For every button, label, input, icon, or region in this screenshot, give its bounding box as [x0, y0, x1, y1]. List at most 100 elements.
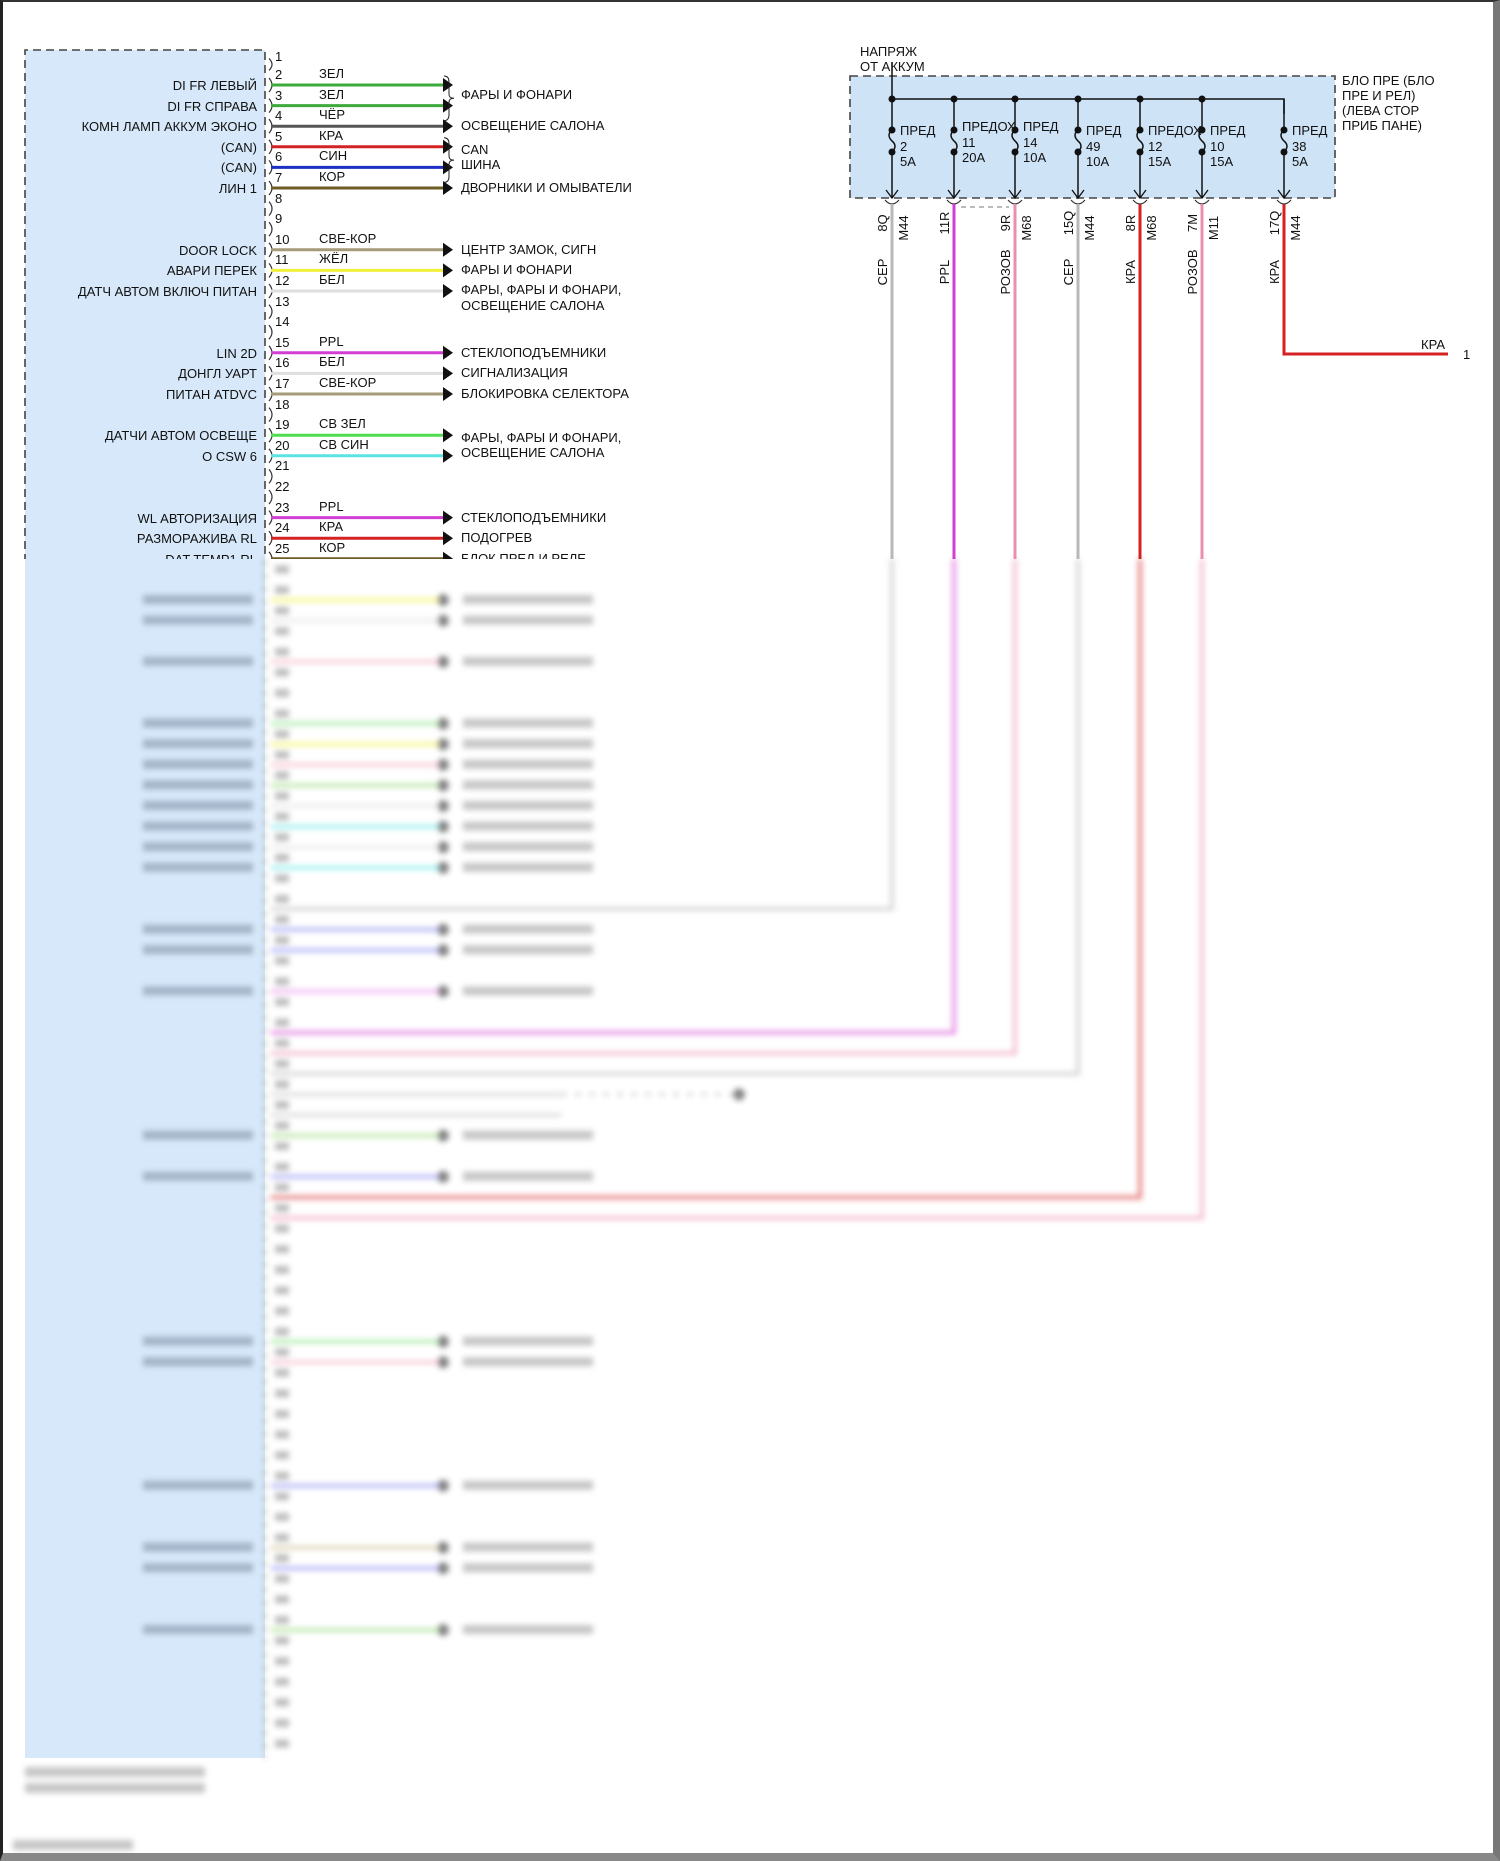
arrow-icon — [443, 284, 453, 298]
wire-color-label: РОЗОВ — [1185, 249, 1200, 295]
signal-label: ДАТЧИ АВТОМ ОСВЕЩЕ — [104, 428, 257, 444]
pin-number: 18 — [275, 396, 290, 412]
sharp-section — [24, 49, 455, 559]
signal-label: ДОНГЛ УАРТ — [178, 366, 257, 382]
supply-label: ОТ АККУМ — [860, 59, 925, 74]
pin-number: 23 — [275, 499, 290, 515]
pin-number-blurred — [275, 812, 289, 821]
pin-number-blurred — [275, 750, 289, 759]
fuse-label: ПРЕД — [1292, 123, 1328, 138]
pin-number-blurred — [275, 792, 289, 800]
signal-label-blurred — [143, 1336, 253, 1346]
connector-id-label: M44 — [1082, 215, 1097, 241]
pin-number-blurred — [275, 1162, 289, 1171]
pin-number: 11 — [275, 252, 289, 268]
connector-pin-label: 8Q — [875, 214, 890, 232]
fuse-terminal — [1198, 126, 1206, 134]
pin-number: 3 — [275, 87, 283, 103]
fuse-box-title: ПРЕ И РЕЛ) — [1342, 88, 1416, 103]
arrow-icon — [437, 1541, 449, 1554]
wire-color-label: СЕР — [1061, 258, 1076, 286]
fuse-wire-blurred — [271, 559, 1204, 1220]
arrow-icon — [443, 160, 453, 175]
pin-number: 6 — [275, 149, 283, 165]
signal-label: DI FR СПРАВА — [167, 98, 257, 114]
pin-contact-icon — [268, 469, 273, 484]
fuse-icon — [888, 129, 896, 153]
arrow-icon — [437, 1479, 449, 1492]
fuse-rating: 15A — [1148, 154, 1172, 169]
destination-label-blurred — [463, 986, 593, 996]
connector-id-label: M68 — [1144, 215, 1159, 241]
destination-label: ФАРЫ И ФОНАРИ — [461, 262, 573, 278]
pin-number-blurred — [275, 1657, 289, 1666]
pin-contact-icon — [268, 407, 273, 422]
pin-number-blurred — [275, 1348, 289, 1357]
pin-number-blurred — [275, 1059, 289, 1068]
fuse-wire-blurred — [271, 559, 1017, 1056]
arrow-icon — [437, 923, 449, 936]
pin-number-blurred — [275, 1595, 289, 1604]
pin-number-blurred — [275, 977, 289, 986]
wire-color-label: СВ СИН — [319, 436, 369, 452]
destination-label-blurred — [463, 718, 593, 728]
pin-number: 10 — [275, 231, 290, 247]
fuse-rating: 5A — [1292, 154, 1308, 169]
destination-label-blurred — [463, 842, 593, 852]
signal-label-blurred — [143, 1130, 253, 1140]
destination-label-blurred — [463, 1336, 593, 1346]
fuse-rating: 15A — [1210, 154, 1234, 169]
wire-color-label: СИН — [319, 148, 348, 164]
supply-label: НАПРЯЖ — [860, 44, 918, 59]
fuse-label: ПРЕДОХ — [962, 119, 1016, 134]
arrow-icon — [1195, 189, 1209, 200]
destination-label: ОСВЕЩЕНИЕ САЛОНА — [461, 445, 605, 460]
destination-label: ПОДОГРЕВ — [461, 530, 533, 546]
wire-color-label: ЗЕЛ — [319, 86, 345, 102]
signal-label: DI FR ЛЕВЫЙ — [172, 78, 257, 93]
pin-number: 19 — [275, 417, 290, 433]
fuse-wire-blurred — [271, 559, 1142, 1200]
destination-label-blurred — [463, 821, 593, 831]
wire-color-label: СЕР — [875, 258, 890, 286]
pin-number-blurred — [275, 730, 289, 739]
destination-label: СИГНАЛИЗАЦИЯ — [461, 365, 568, 381]
fuse-icon — [1198, 129, 1206, 153]
arrow-icon — [437, 985, 449, 998]
fuse-terminal — [950, 126, 958, 134]
pin-number: 16 — [275, 355, 290, 371]
wire-color-label: СВ ЗЕЛ — [319, 416, 366, 432]
arrow-icon — [437, 944, 449, 957]
fuse-number: 49 — [1086, 139, 1101, 154]
destination-label-blurred — [463, 739, 593, 749]
footnote-blurred — [25, 1767, 205, 1777]
pin-number-blurred — [275, 647, 289, 656]
pin-number: 15 — [275, 334, 290, 350]
arrow-icon — [1277, 189, 1291, 200]
destination-label: СТЕКЛОПОДЪЕМНИКИ — [461, 509, 607, 525]
arrow-icon — [443, 366, 453, 381]
arrow-icon — [443, 531, 453, 546]
signal-label-blurred — [143, 759, 253, 769]
pin-contact-icon — [268, 201, 273, 216]
pin-number: 7 — [275, 170, 283, 185]
wire-color-label: РОЗОВ — [998, 249, 1013, 295]
signal-label-blurred — [143, 1542, 253, 1552]
pin-number-blurred — [275, 1018, 289, 1027]
destination-label-blurred — [463, 862, 593, 872]
wire-color-label: КРА — [1123, 259, 1138, 285]
fuse-rating: 10A — [1023, 150, 1047, 165]
destination-label: ДВОРНИКИ И ОМЫВАТЕЛИ — [461, 180, 632, 195]
pin-number-blurred — [275, 1245, 289, 1254]
arrow-icon — [443, 510, 453, 525]
fuse-number: 11 — [962, 135, 976, 150]
arrow-icon — [437, 841, 449, 854]
pin-number-blurred — [275, 1616, 289, 1624]
wire-color-label: СВЕ-КОР — [319, 375, 377, 390]
fuse-label: ПРЕД — [900, 123, 936, 138]
arrow-icon — [437, 1335, 449, 1348]
pin-number-blurred — [275, 689, 289, 697]
pin-number-blurred — [275, 895, 289, 903]
arrow-icon — [443, 263, 453, 278]
